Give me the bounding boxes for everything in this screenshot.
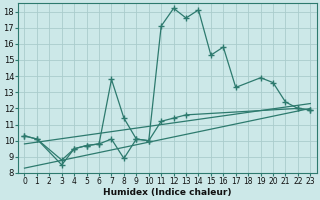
X-axis label: Humidex (Indice chaleur): Humidex (Indice chaleur) <box>103 188 232 197</box>
